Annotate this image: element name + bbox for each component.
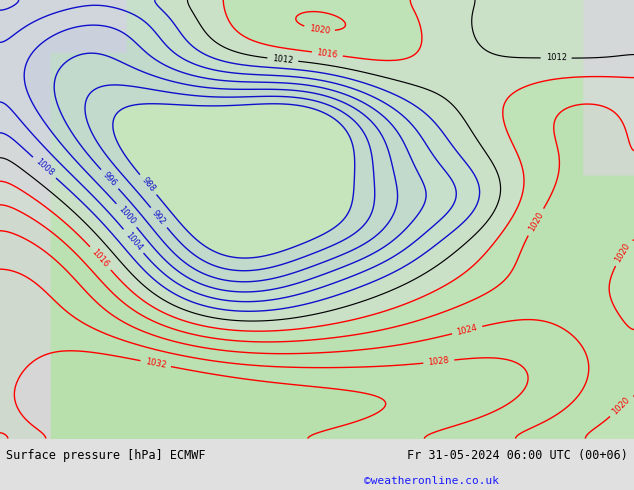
Text: 1012: 1012 bbox=[546, 53, 567, 63]
Text: 1016: 1016 bbox=[90, 247, 111, 269]
Text: 996: 996 bbox=[101, 170, 119, 188]
Text: 1032: 1032 bbox=[145, 357, 167, 370]
Text: 1020: 1020 bbox=[308, 24, 330, 35]
Text: 1020: 1020 bbox=[527, 211, 545, 233]
Text: ©weatheronline.co.uk: ©weatheronline.co.uk bbox=[364, 476, 498, 486]
Text: 1008: 1008 bbox=[34, 157, 55, 178]
Text: 992: 992 bbox=[150, 209, 167, 226]
Text: 1016: 1016 bbox=[316, 48, 339, 60]
Text: Fr 31-05-2024 06:00 UTC (00+06): Fr 31-05-2024 06:00 UTC (00+06) bbox=[407, 448, 628, 462]
Text: 1020: 1020 bbox=[614, 241, 632, 264]
Text: 1020: 1020 bbox=[611, 395, 631, 416]
Text: 1028: 1028 bbox=[428, 356, 450, 367]
Text: 1000: 1000 bbox=[117, 204, 137, 226]
Text: 988: 988 bbox=[139, 175, 157, 194]
Text: 1012: 1012 bbox=[272, 54, 294, 65]
Text: Surface pressure [hPa] ECMWF: Surface pressure [hPa] ECMWF bbox=[6, 448, 206, 462]
Text: 1004: 1004 bbox=[123, 230, 144, 252]
Text: 1024: 1024 bbox=[456, 323, 479, 337]
